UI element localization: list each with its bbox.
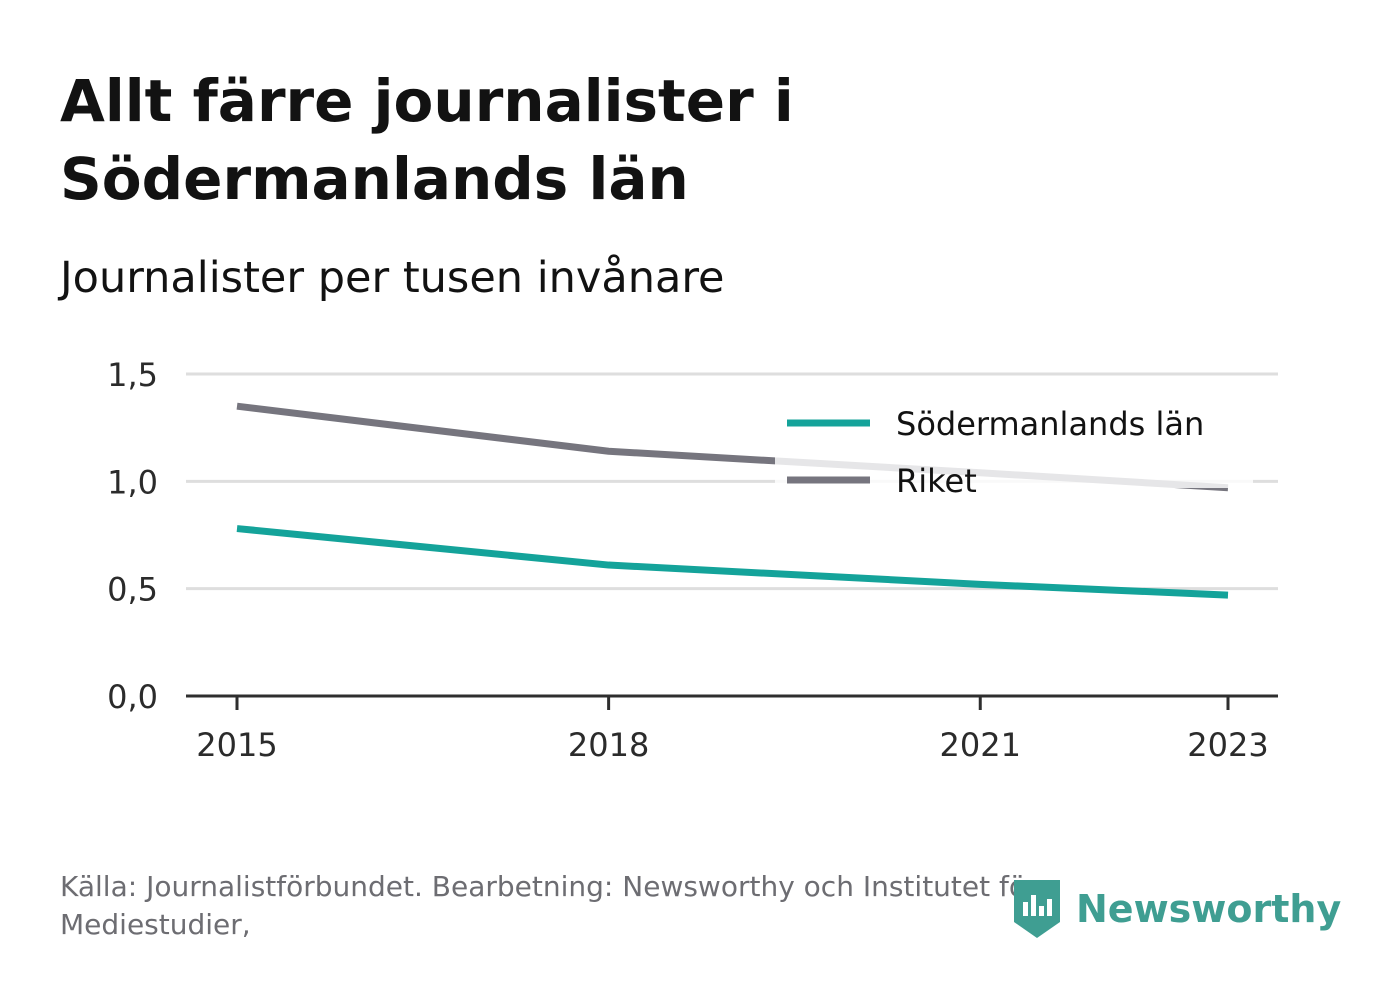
y-tick-label: 0,5 [107,571,158,609]
y-tick-label: 1,0 [107,463,158,501]
series-line-s-dermanlands-l-n [236,525,1229,599]
source-note: Källa: Journalistförbundet. Bearbetning:… [60,870,1038,941]
brand-logo: Newsworthy [1012,878,1341,940]
x-axis [186,694,1278,710]
legend: Södermanlands län Riket [775,398,1253,500]
x-axis-tick-labels: 2015 2018 2021 2023 [196,726,1268,764]
newsworthy-logo-icon [1014,880,1060,938]
y-tick-label: 1,5 [107,356,158,394]
y-tick-label: 0,0 [107,678,158,716]
legend-label: Södermanlands län [896,405,1204,443]
x-tick-label: 2021 [940,726,1021,764]
x-tick-label: 2023 [1187,726,1268,764]
chart-title: Allt färre journalister i Södermanlands … [60,67,794,213]
chart-subtitle: Journalister per tusen invånare [60,253,725,303]
x-tick-label: 2015 [196,726,277,764]
legend-label: Riket [896,462,977,500]
legend-background [775,398,1253,488]
brand-name: Newsworthy [1076,887,1342,931]
x-tick-label: 2018 [568,726,649,764]
y-axis-tick-labels: 0,0 0,5 1,0 1,5 [107,356,158,716]
